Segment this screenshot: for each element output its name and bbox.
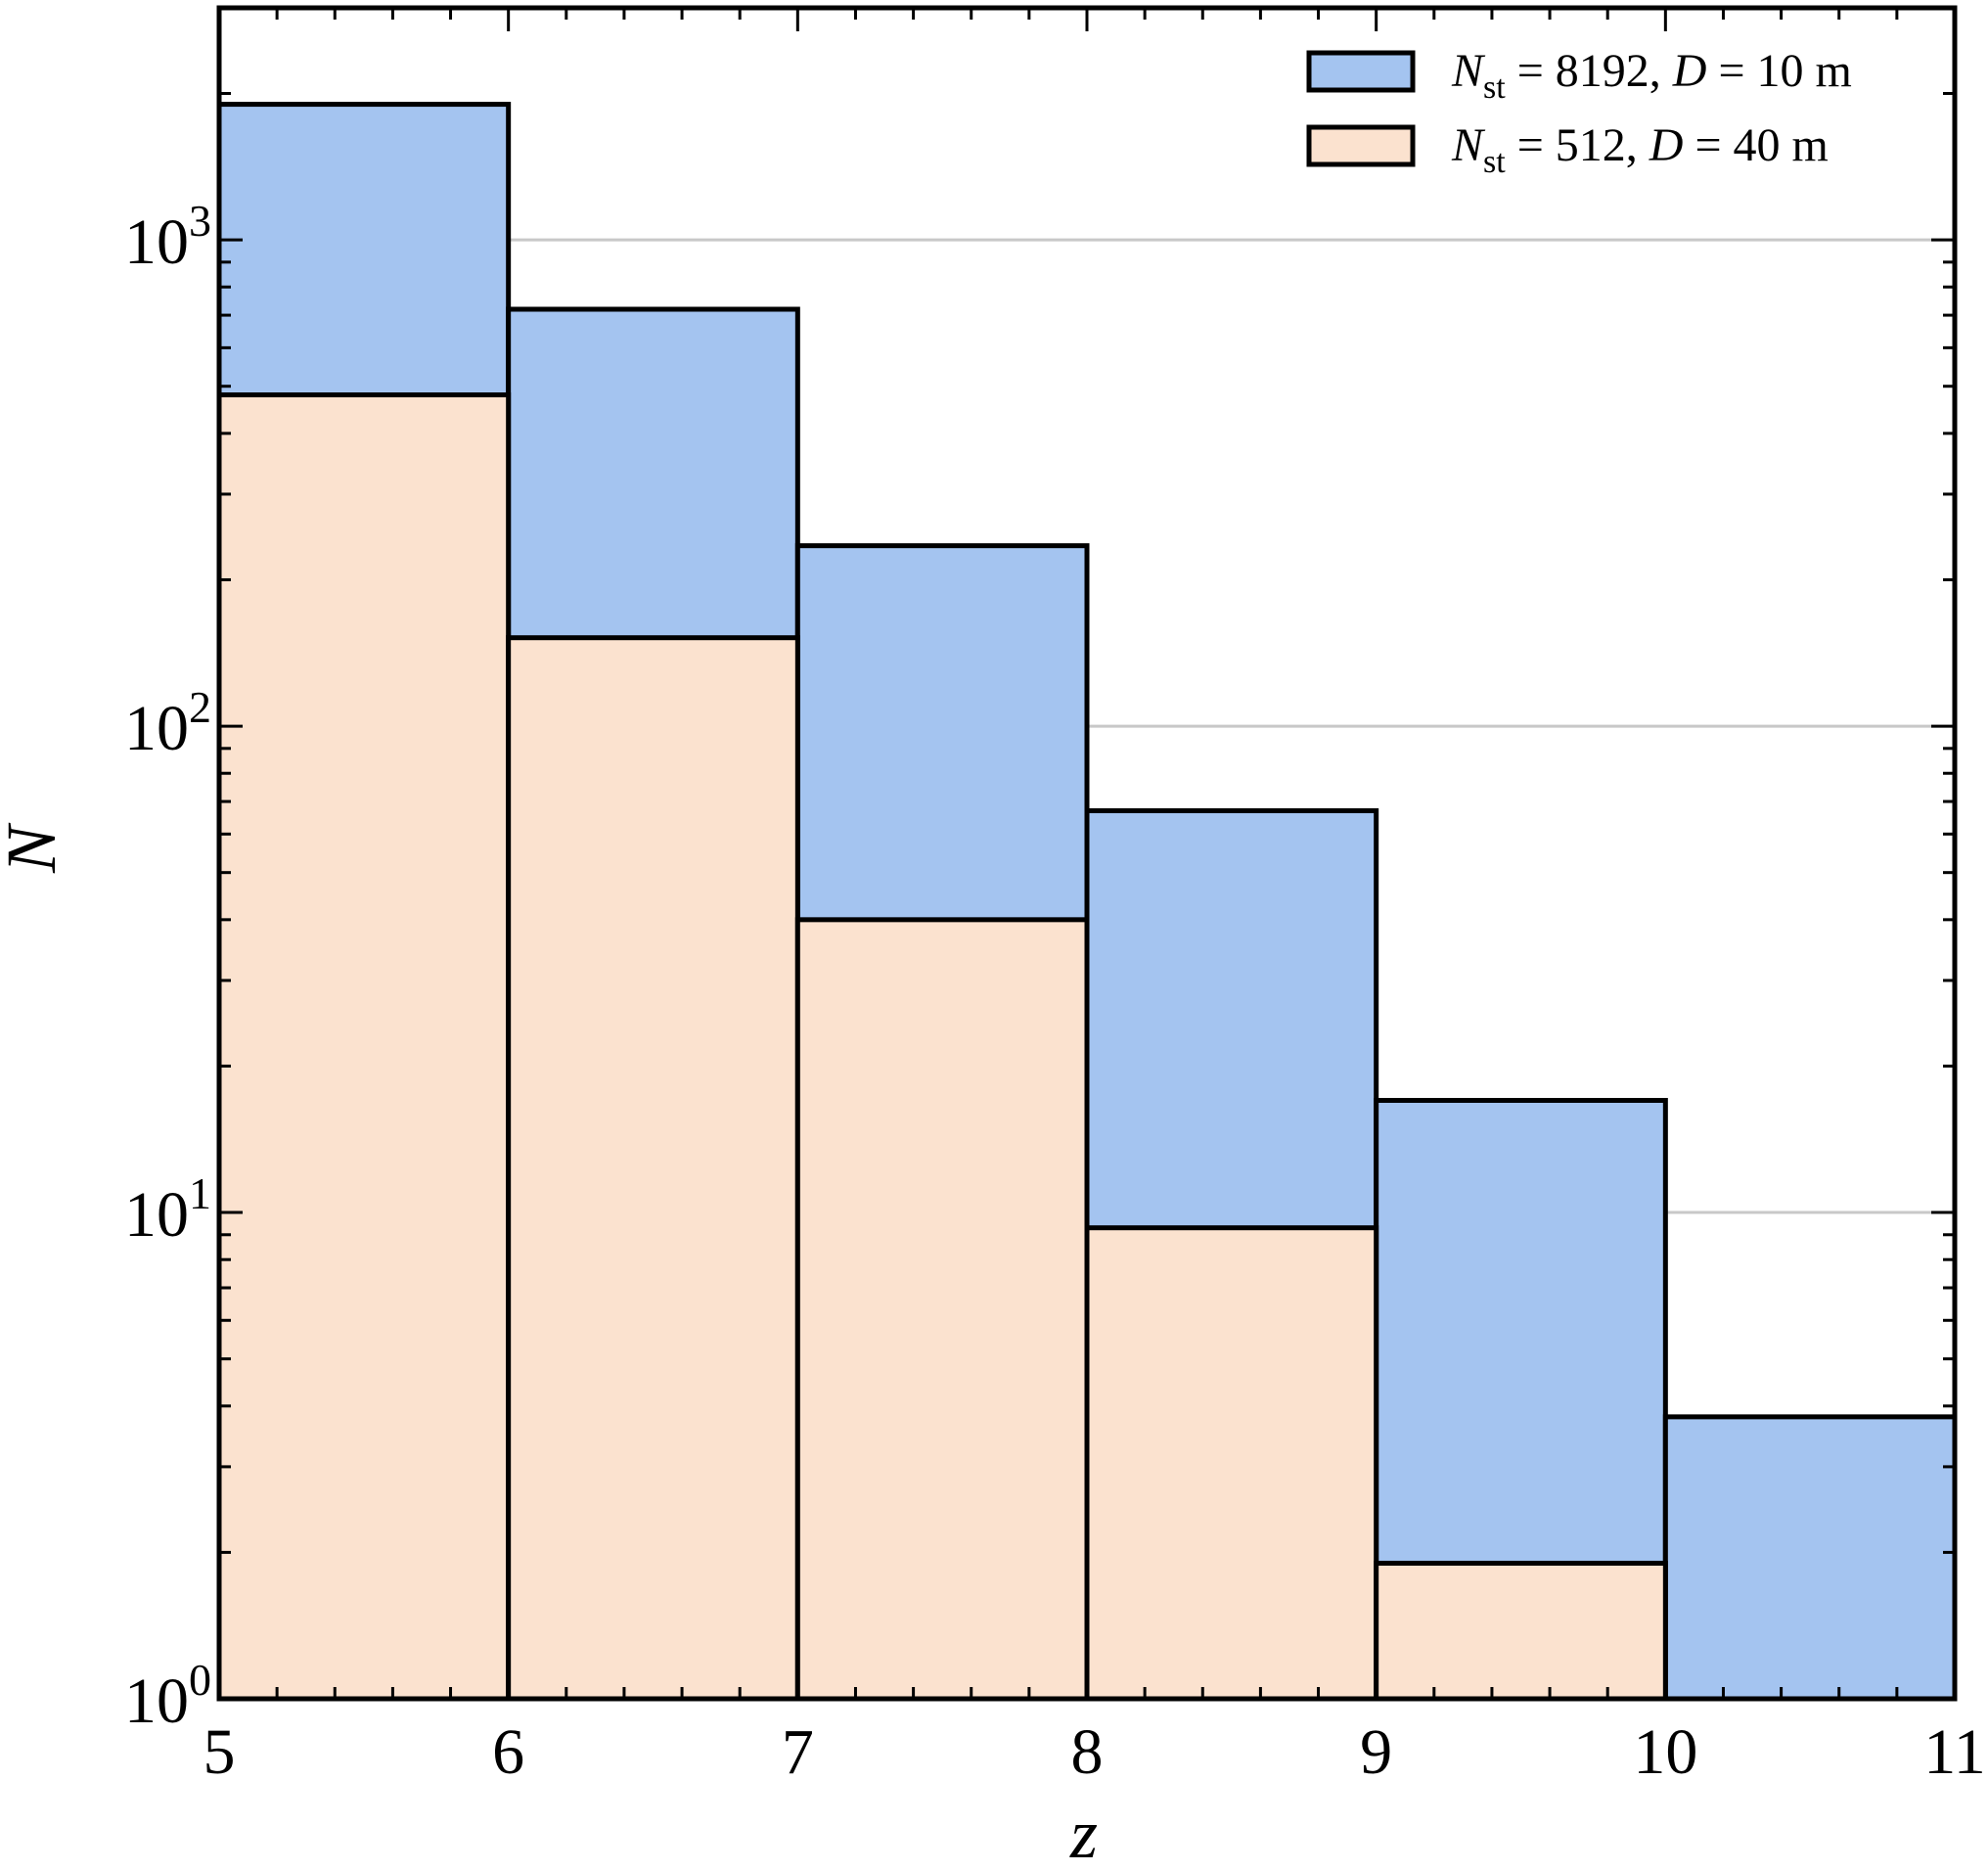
legend-swatch-1 xyxy=(1306,50,1416,93)
y-tick-label-1: 100 xyxy=(124,1655,211,1737)
bar-series2-bin5 xyxy=(1374,1560,1668,1702)
legend: Nst = 8192, D = 10 m Nst = 512, D = 40 m xyxy=(1306,45,1852,180)
bar-series1-bin6 xyxy=(1662,1414,1958,1702)
bar-series2-bin3 xyxy=(794,917,1090,1702)
legend-swatch-2 xyxy=(1306,124,1416,167)
y-tick-label-100: 102 xyxy=(124,682,211,764)
legend-label-1: Nst = 8192, D = 10 m xyxy=(1451,45,1852,106)
x-tick-label-7: 7 xyxy=(782,1716,814,1788)
bar-series2-bin1 xyxy=(216,392,512,1702)
x-tick-label-10: 10 xyxy=(1633,1716,1697,1788)
x-tick-labels: 5 6 7 8 9 10 11 xyxy=(203,1716,1986,1788)
y-tick-labels: 100 101 102 103 xyxy=(124,196,211,1737)
x-tick-label-11: 11 xyxy=(1923,1716,1986,1788)
histogram-bars xyxy=(216,102,1958,1702)
x-tick-label-5: 5 xyxy=(203,1716,236,1788)
bar-series2-bin4 xyxy=(1084,1225,1379,1702)
bar-series2-bin2 xyxy=(506,635,800,1702)
x-tick-label-8: 8 xyxy=(1071,1716,1104,1788)
x-tick-label-9: 9 xyxy=(1360,1716,1392,1788)
axis-ticks xyxy=(217,6,1957,1701)
y-axis-title: N xyxy=(0,822,70,874)
x-tick-label-6: 6 xyxy=(492,1716,524,1788)
y-tick-label-1000: 103 xyxy=(124,196,211,278)
legend-label-2: Nst = 512, D = 40 m xyxy=(1451,119,1829,180)
x-axis-title: z xyxy=(1069,1795,1098,1871)
y-tick-label-10: 101 xyxy=(124,1168,211,1251)
